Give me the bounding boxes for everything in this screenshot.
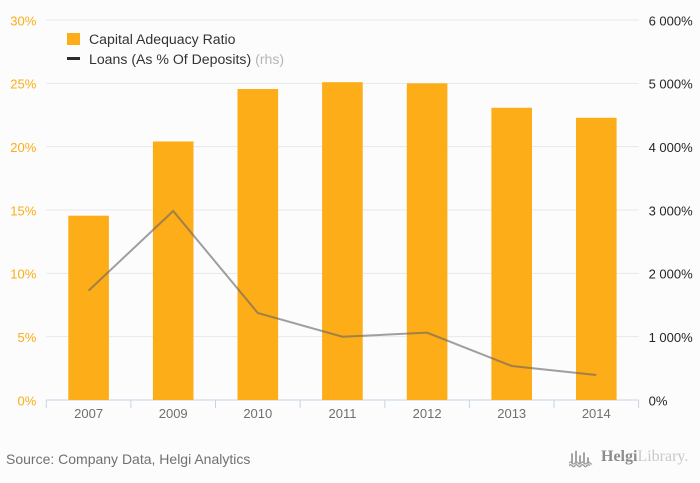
svg-text:15%: 15% [10,203,36,218]
svg-text:2010: 2010 [243,406,272,421]
svg-text:2009: 2009 [159,406,188,421]
svg-text:2007: 2007 [74,406,103,421]
svg-text:20%: 20% [10,140,36,155]
svg-text:6 000%: 6 000% [649,13,694,28]
svg-text:2013: 2013 [497,406,526,421]
svg-text:1 000%: 1 000% [649,330,694,345]
svg-text:2011: 2011 [329,406,357,421]
svg-text:3 000%: 3 000% [649,203,694,218]
svg-text:2012: 2012 [413,406,442,421]
svg-text:25%: 25% [10,77,36,92]
svg-text:5%: 5% [18,330,37,345]
svg-text:4 000%: 4 000% [649,140,694,155]
svg-text:0%: 0% [18,393,37,408]
svg-text:2014: 2014 [582,406,611,421]
svg-text:0%: 0% [649,393,668,408]
svg-text:30%: 30% [10,13,36,28]
svg-text:5 000%: 5 000% [649,77,694,92]
svg-text:10%: 10% [10,267,36,282]
svg-text:2 000%: 2 000% [649,267,694,282]
